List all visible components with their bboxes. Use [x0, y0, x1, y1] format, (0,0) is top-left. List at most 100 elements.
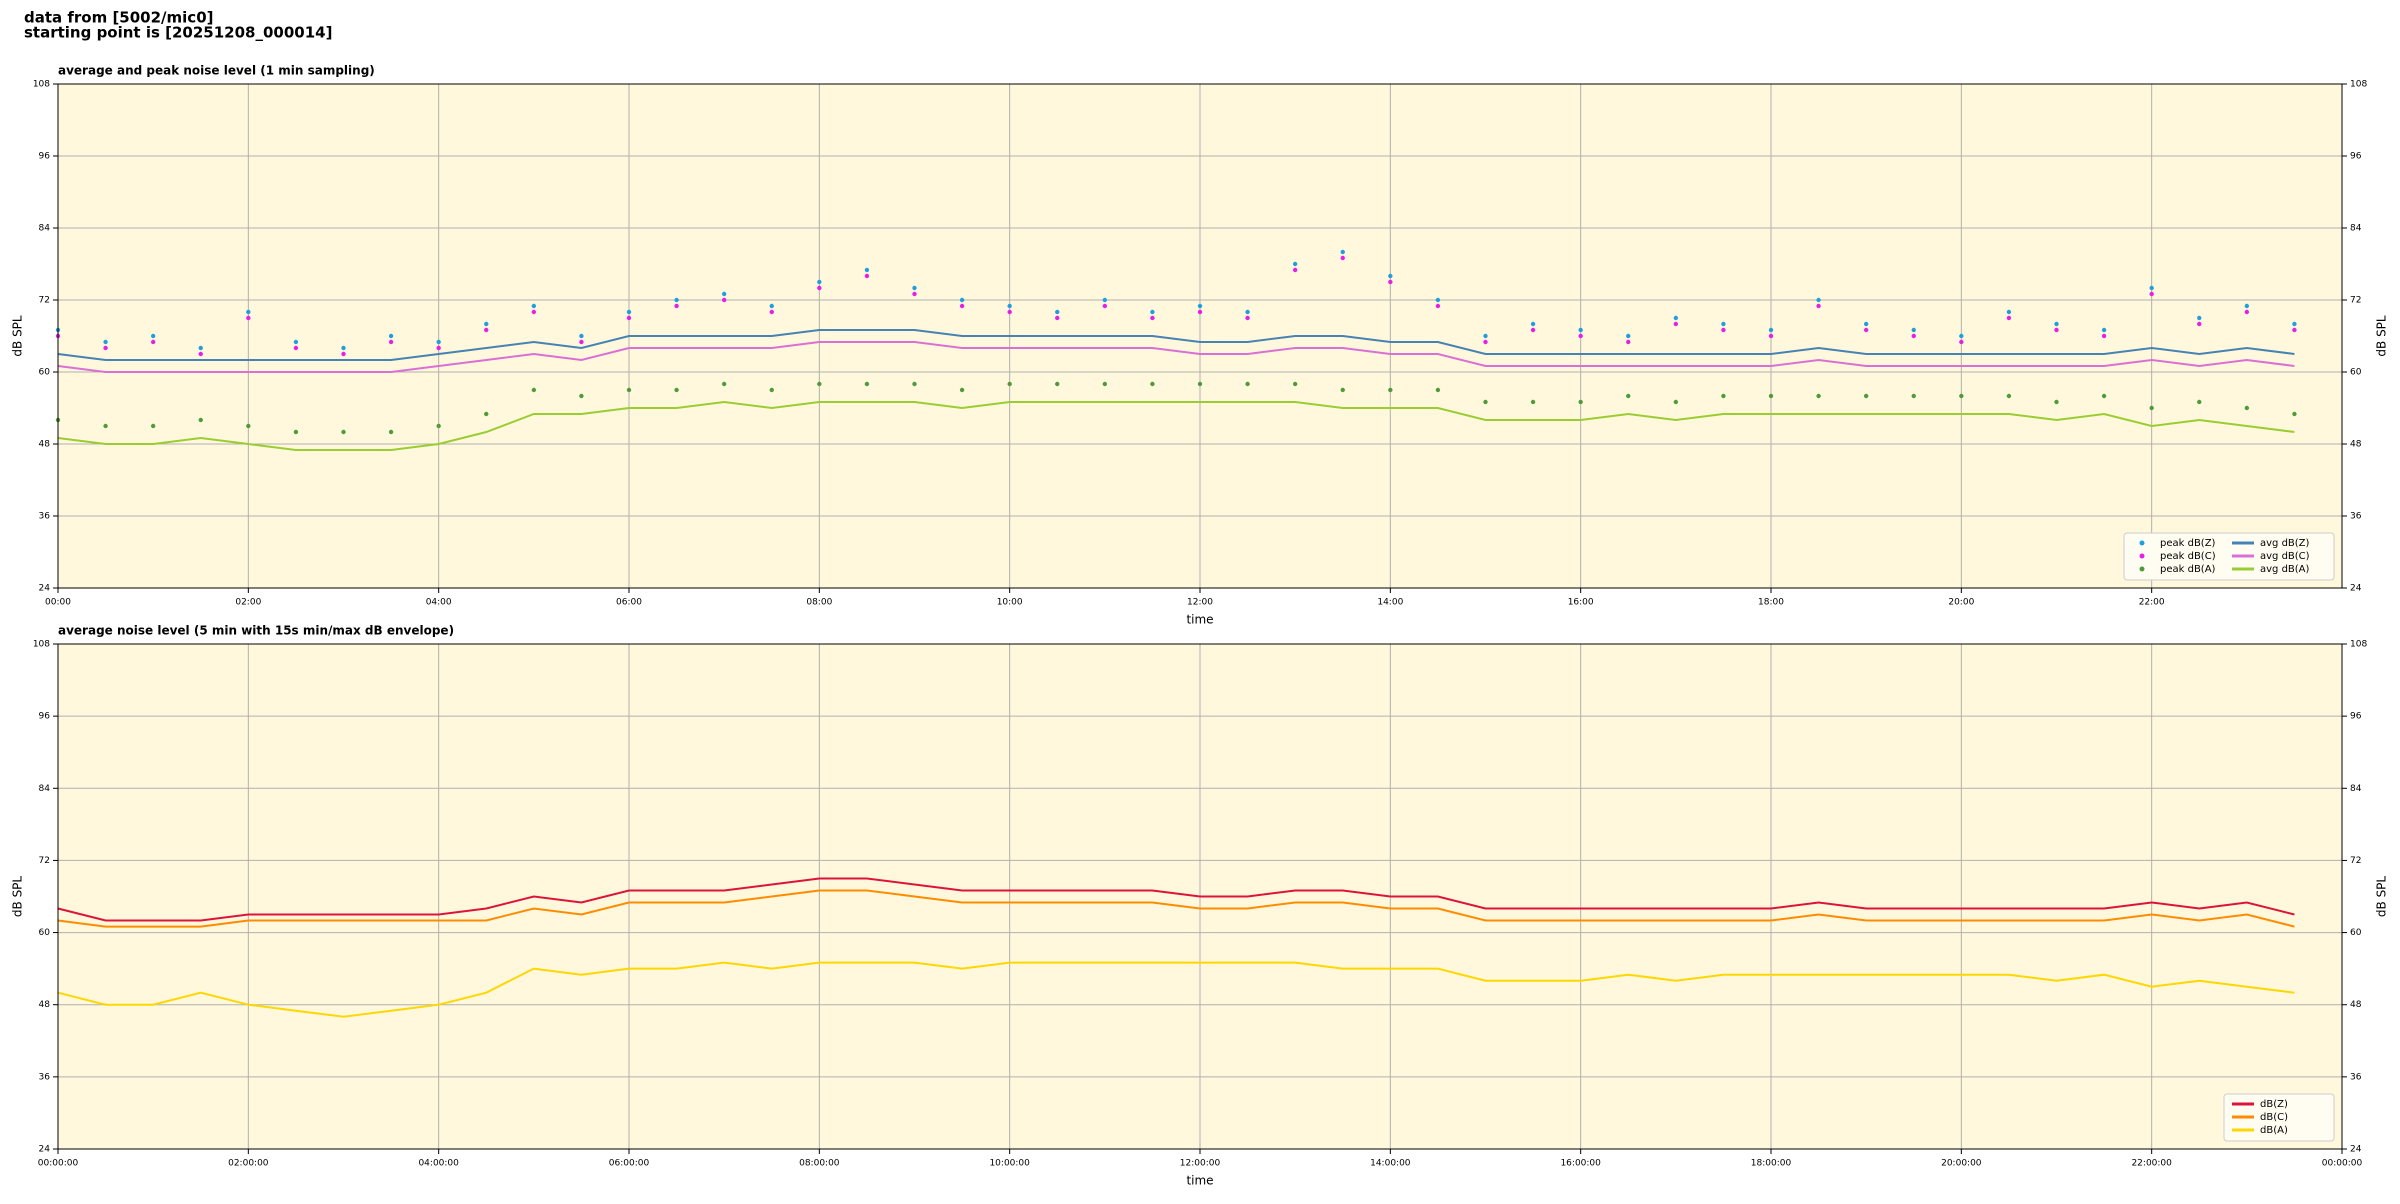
peak-point: [1816, 393, 1821, 399]
x-tick-label: 02:00: [235, 598, 261, 608]
y-tick-label: 96: [2350, 712, 2362, 722]
header-line: data from [5002/mic0]: [24, 9, 214, 27]
peak-point: [2101, 393, 2107, 399]
peak-point: [103, 339, 108, 345]
peak-point: [1530, 399, 1536, 405]
peak-point: [1150, 309, 1155, 315]
peak-point: [959, 387, 965, 393]
peak-point: [1959, 339, 1964, 345]
peak-point: [2244, 405, 2250, 411]
peak-point: [674, 387, 679, 393]
peak-point: [150, 339, 156, 345]
y-tick-label: 84: [2350, 784, 2362, 794]
peak-point: [1863, 327, 1869, 333]
y-tick-label: 84: [39, 784, 51, 794]
peak-point: [198, 351, 203, 357]
peak-point: [246, 315, 251, 321]
peak-point: [1911, 327, 1916, 333]
peak-point: [2101, 333, 2107, 339]
peak-point: [1055, 309, 1060, 315]
peak-point: [579, 333, 584, 339]
peak-point: [1483, 339, 1488, 345]
legend-label: dB(C): [2260, 1112, 2288, 1123]
peak-point: [1055, 381, 1060, 387]
peak-point: [721, 291, 727, 297]
peak-point: [864, 381, 870, 387]
peak-point: [2149, 291, 2154, 297]
series-line: [57, 961, 2295, 1018]
peak-point: [674, 303, 679, 309]
peak-point: [484, 321, 489, 327]
peak-point: [2149, 405, 2154, 411]
peak-point: [1292, 381, 1298, 387]
x-axis-label: time: [1186, 1174, 1213, 1188]
peak-point: [579, 339, 584, 345]
y-tick-label: 24: [2350, 1145, 2362, 1155]
peak-point: [2292, 327, 2297, 333]
peak-point: [864, 267, 870, 273]
y-tick-label: 72: [39, 296, 50, 306]
peak-point: [388, 333, 394, 339]
peak-point: [341, 345, 346, 351]
peak-point: [1340, 249, 1345, 255]
y-axis-label: dB SPL: [2375, 876, 2389, 918]
peak-point: [1768, 327, 1774, 333]
x-tick-label: 04:00:00: [418, 1159, 459, 1169]
legend-label: peak dB(C): [2160, 551, 2216, 562]
peak-point: [1007, 381, 1012, 387]
peak-point: [959, 297, 965, 303]
peak-point: [721, 297, 727, 303]
peak-point: [103, 423, 108, 429]
y-tick-label: 108: [33, 80, 50, 90]
peak-point: [436, 339, 441, 345]
header-line: starting point is [20251208_000014]: [24, 24, 332, 42]
legend-marker: [2139, 566, 2145, 572]
legend-label: peak dB(Z): [2160, 538, 2216, 549]
y-tick-label: 72: [39, 856, 50, 866]
peak-point: [150, 333, 156, 339]
x-tick-label: 12:00: [1187, 598, 1213, 608]
peak-point: [1578, 333, 1583, 339]
peak-point: [817, 285, 822, 291]
peak-point: [1102, 381, 1108, 387]
y-tick-label: 72: [2350, 856, 2361, 866]
peak-point: [912, 285, 917, 291]
y-tick-label: 48: [2350, 1000, 2362, 1010]
peak-point: [721, 381, 727, 387]
peak-point: [1578, 399, 1583, 405]
x-tick-label: 00:00: [45, 598, 71, 608]
peak-point: [1483, 399, 1488, 405]
x-tick-label: 08:00:00: [799, 1159, 840, 1169]
peak-point: [2006, 315, 2012, 321]
peak-point: [1055, 315, 1060, 321]
x-tick-label: 14:00:00: [1370, 1159, 1411, 1169]
peak-point: [1816, 303, 1821, 309]
x-tick-label: 06:00:00: [609, 1159, 650, 1169]
peak-point: [1626, 333, 1631, 339]
x-tick-label: 16:00: [1568, 598, 1594, 608]
peak-point: [1102, 303, 1108, 309]
peak-point: [1388, 279, 1393, 285]
x-tick-label: 22:00: [2139, 598, 2165, 608]
series-line: [57, 329, 2295, 361]
x-tick-label: 14:00: [1377, 598, 1403, 608]
x-tick-label: 20:00: [1948, 598, 1974, 608]
legend-marker: [2139, 553, 2145, 559]
legend-box: [2123, 532, 2335, 581]
peak-point: [2292, 321, 2297, 327]
y-tick-label: 60: [39, 928, 51, 938]
peak-point: [1435, 303, 1441, 309]
peak-point: [436, 423, 441, 429]
peak-point: [2149, 285, 2154, 291]
y-tick-label: 96: [39, 152, 51, 162]
peak-point: [1673, 321, 1679, 327]
x-tick-label: 18:00: [1758, 598, 1784, 608]
peak-point: [959, 303, 965, 309]
peak-point: [769, 387, 774, 393]
x-tick-label: 06:00: [616, 598, 642, 608]
peak-point: [2054, 321, 2059, 327]
peak-point: [246, 309, 251, 315]
legend-label: avg dB(C): [2260, 551, 2310, 562]
peak-point: [198, 417, 203, 423]
peak-point: [1388, 387, 1393, 393]
